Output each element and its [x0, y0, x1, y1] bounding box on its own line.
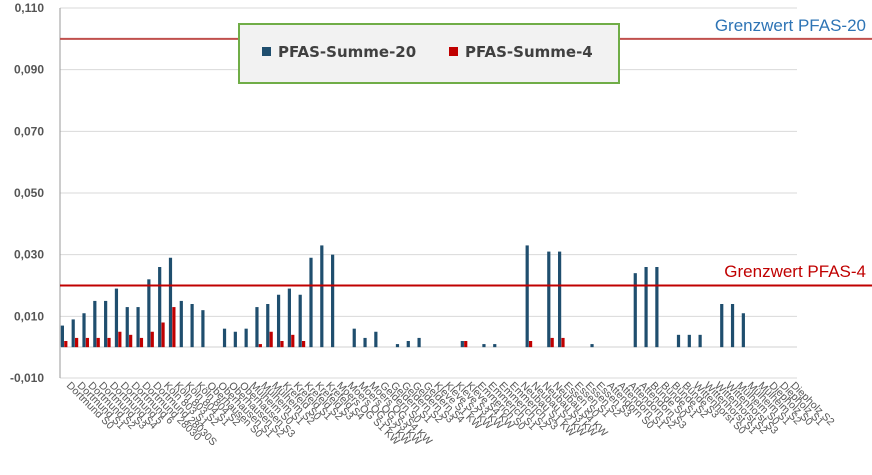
bar-pfas-summe-4 — [280, 341, 284, 348]
bar-pfas-summe-20 — [320, 245, 324, 348]
legend-label-pfas-summe-20: PFAS-Summe-20 — [278, 43, 416, 61]
bar-pfas-summe-20 — [82, 313, 86, 348]
bar-pfas-summe-4 — [139, 337, 144, 348]
bar-pfas-summe-20 — [158, 267, 162, 348]
bar-pfas-summe-20 — [698, 334, 702, 348]
bar-pfas-summe-4 — [107, 337, 111, 348]
bar-pfas-summe-20 — [493, 344, 497, 348]
bar-pfas-summe-20 — [395, 344, 400, 348]
legend-swatch-pfas-summe-20 — [262, 47, 271, 56]
bar-pfas-summe-4 — [118, 331, 122, 348]
bar-pfas-summe-20 — [460, 341, 464, 348]
bar-pfas-summe-20 — [374, 331, 378, 348]
y-tick-label: 0,010 — [14, 309, 44, 323]
legend-swatch-pfas-summe-4 — [449, 47, 458, 56]
legend-box — [238, 23, 620, 84]
legend: PFAS-Summe-20 PFAS-Summe-4 — [238, 23, 620, 84]
bar-pfas-summe-4 — [129, 334, 133, 348]
bar-pfas-summe-20 — [558, 251, 562, 348]
bar-pfas-summe-20 — [655, 267, 659, 348]
bar-pfas-summe-4 — [161, 322, 165, 348]
bar-pfas-summe-20 — [482, 344, 486, 348]
bar-pfas-summe-20 — [276, 294, 281, 348]
bar-pfas-summe-20 — [222, 328, 227, 348]
bar-pfas-summe-20 — [720, 304, 724, 348]
bar-pfas-summe-20 — [60, 325, 64, 348]
bar-pfas-summe-20 — [309, 257, 313, 348]
bar-pfas-summe-20 — [406, 341, 410, 348]
bar-pfas-summe-4 — [550, 337, 554, 348]
y-tick-label: 0,090 — [14, 63, 44, 77]
bar-pfas-summe-20 — [363, 337, 367, 348]
bar-pfas-summe-20 — [590, 344, 594, 348]
bar-pfas-summe-20 — [352, 328, 356, 348]
y-tick-label: -0,010 — [10, 371, 44, 385]
bar-pfas-summe-20 — [125, 307, 129, 348]
bar-pfas-summe-20 — [687, 334, 691, 348]
bar-pfas-summe-4 — [172, 307, 176, 348]
bar-pfas-summe-4 — [528, 341, 533, 348]
y-tick-label: 0,030 — [14, 248, 44, 262]
bar-pfas-summe-20 — [730, 304, 735, 348]
y-tick-label: 0,110 — [15, 1, 45, 15]
bar-pfas-summe-20 — [547, 251, 551, 348]
bar-pfas-summe-4 — [269, 331, 273, 348]
bar-pfas-summe-20 — [644, 267, 648, 348]
bar-pfas-summe-20 — [136, 307, 140, 348]
legend-label-pfas-summe-4: PFAS-Summe-4 — [465, 43, 593, 61]
bar-pfas-summe-20 — [233, 331, 237, 348]
bar-pfas-summe-20 — [266, 304, 270, 348]
bar-pfas-summe-4 — [291, 334, 295, 348]
bar-pfas-summe-20 — [417, 337, 421, 348]
bar-pfas-summe-20 — [71, 319, 75, 348]
bar-pfas-summe-4 — [464, 341, 468, 348]
bar-pfas-summe-20 — [331, 254, 335, 348]
bar-pfas-summe-20 — [104, 300, 108, 348]
bar-layer — [60, 245, 745, 348]
bar-pfas-summe-20 — [190, 304, 194, 348]
bar-pfas-summe-20 — [93, 300, 97, 348]
bar-pfas-summe-4 — [75, 337, 79, 348]
bar-pfas-summe-20 — [525, 245, 529, 348]
y-tick-label: 0,050 — [14, 186, 44, 200]
reference-label-pfas-20: Grenzwert PFAS-20 — [715, 16, 866, 35]
bar-pfas-summe-20 — [255, 307, 259, 348]
bar-pfas-summe-4 — [85, 337, 90, 348]
bar-pfas-summe-4 — [64, 341, 68, 348]
bar-pfas-summe-4 — [96, 337, 100, 348]
bar-pfas-summe-20 — [676, 334, 681, 348]
bar-pfas-summe-20 — [201, 310, 205, 348]
bar-pfas-summe-20 — [287, 288, 291, 348]
bar-pfas-summe-20 — [179, 300, 183, 348]
reference-label-pfas-4: Grenzwert PFAS-4 — [724, 262, 866, 281]
bar-pfas-summe-20 — [114, 288, 119, 348]
bar-pfas-summe-4 — [301, 341, 306, 348]
bar-pfas-summe-20 — [147, 279, 151, 348]
bar-pfas-summe-20 — [741, 313, 745, 348]
bar-pfas-summe-20 — [633, 273, 637, 348]
bar-pfas-summe-20 — [244, 328, 248, 348]
bar-pfas-summe-20 — [298, 294, 302, 348]
bar-pfas-summe-4 — [561, 337, 565, 348]
bar-pfas-summe-20 — [168, 257, 173, 348]
bar-pfas-summe-4 — [258, 344, 262, 348]
y-tick-label: 0,070 — [14, 124, 44, 138]
bar-pfas-summe-4 — [150, 331, 154, 348]
y-tick-labels: 0,110 0,090 0,070 0,050 0,030 0,010 -0,010 — [10, 1, 44, 385]
